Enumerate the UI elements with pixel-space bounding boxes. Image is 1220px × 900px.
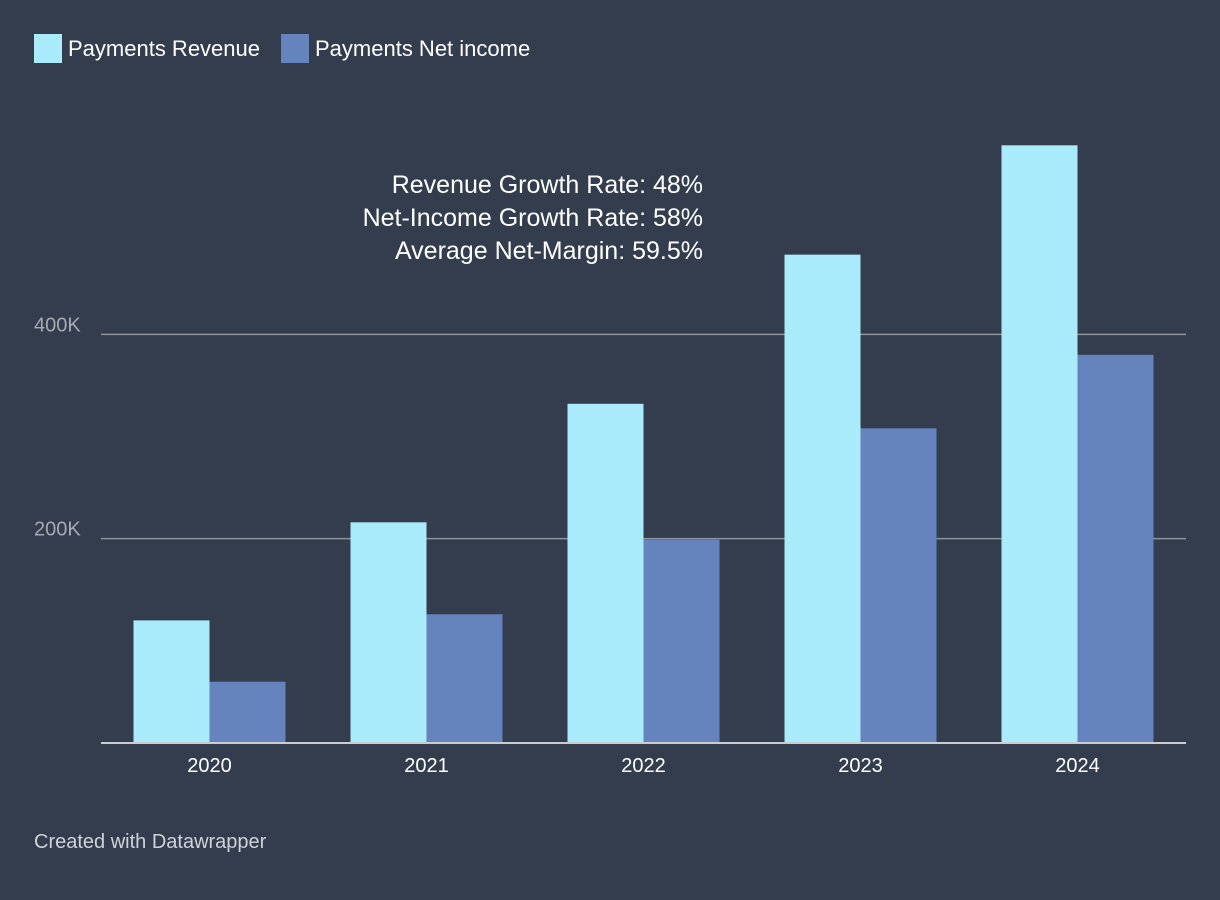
legend-swatch-net-income bbox=[281, 34, 309, 63]
bar-revenue-2021 bbox=[350, 522, 427, 743]
bar-net-income-2021 bbox=[426, 614, 503, 743]
bar-revenue-2024 bbox=[1001, 145, 1078, 743]
x-tick-label: 2023 bbox=[838, 755, 883, 777]
x-tick-label: 2022 bbox=[621, 755, 666, 777]
footer-credit: Created with Datawrapper bbox=[34, 831, 267, 853]
bar-net-income-2022 bbox=[643, 539, 720, 743]
legend-label-revenue: Payments Revenue bbox=[68, 35, 260, 61]
y-tick-label: 400K bbox=[34, 314, 81, 336]
annotation-line-net-income-growth: Net-Income Growth Rate: 58% bbox=[363, 204, 703, 232]
bar-revenue-2020 bbox=[133, 620, 210, 743]
x-tick-label: 2021 bbox=[404, 755, 449, 777]
legend-item-net-income: Payments Net income bbox=[281, 34, 530, 63]
annotation: Revenue Growth Rate: 48% Net-Income Grow… bbox=[363, 171, 703, 265]
legend-label-net-income: Payments Net income bbox=[315, 35, 531, 61]
legend-item-revenue: Payments Revenue bbox=[34, 34, 260, 63]
annotation-line-revenue-growth: Revenue Growth Rate: 48% bbox=[392, 171, 703, 199]
bar-net-income-2024 bbox=[1077, 354, 1154, 743]
annotation-line-net-margin: Average Net-Margin: 59.5% bbox=[395, 237, 703, 265]
bar-revenue-2022 bbox=[567, 403, 644, 743]
axes: 2020 2021 2022 2023 2024 bbox=[101, 742, 1186, 777]
legend: Payments Revenue Payments Net income bbox=[34, 34, 551, 63]
bar-net-income-2020 bbox=[209, 681, 286, 743]
y-tick-label: 200K bbox=[34, 519, 81, 541]
bar-revenue-2023 bbox=[784, 254, 861, 744]
x-tick-label: 2024 bbox=[1055, 755, 1100, 777]
legend-swatch-revenue bbox=[34, 34, 62, 63]
bars bbox=[133, 145, 1154, 744]
x-tick-label: 2020 bbox=[187, 755, 232, 777]
bar-net-income-2023 bbox=[860, 428, 937, 743]
